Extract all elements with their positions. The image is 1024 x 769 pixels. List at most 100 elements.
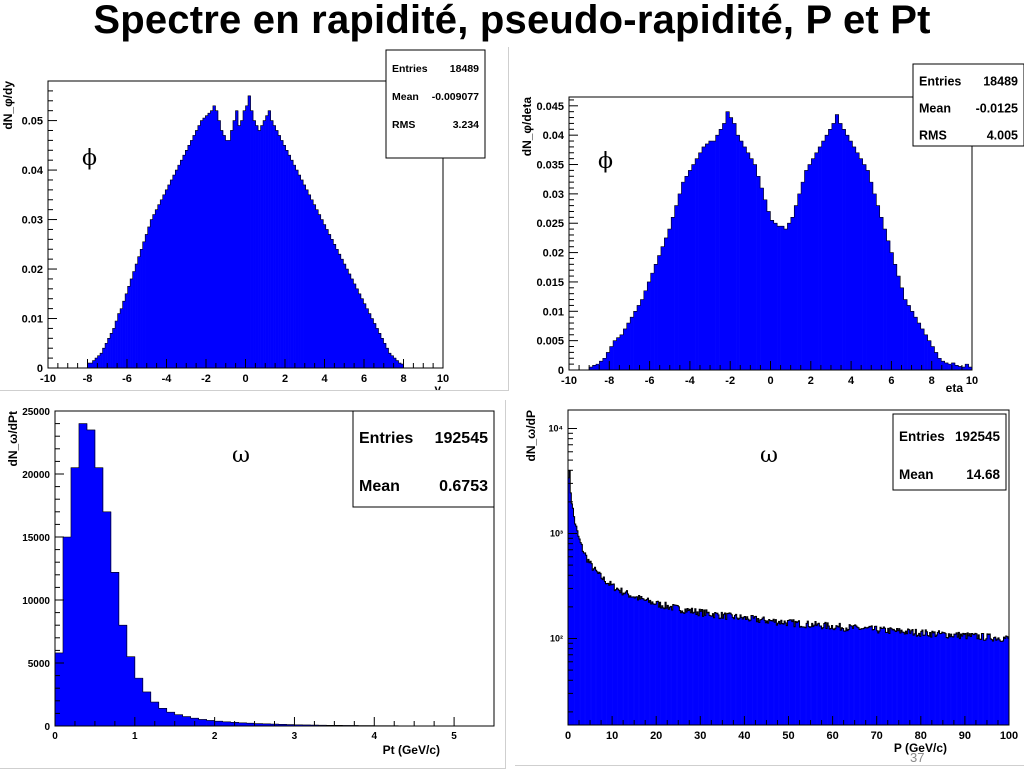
stats-label: Mean: [392, 91, 419, 103]
histogram-bar: [794, 206, 798, 370]
histogram-bar: [719, 129, 723, 370]
histogram-bar: [113, 328, 116, 368]
histogram-bar: [897, 276, 901, 370]
x-tick-label: 6: [361, 373, 367, 385]
histogram-bar: [630, 317, 634, 370]
histogram-bar: [168, 185, 171, 368]
histogram-bar: [627, 323, 631, 370]
histogram-bar: [361, 299, 364, 368]
histogram-bar: [603, 358, 607, 370]
histogram-bar: [215, 111, 218, 368]
y-tick-label: 15000: [22, 533, 50, 544]
histogram-bar: [311, 200, 314, 368]
histogram-bar: [118, 314, 121, 368]
histogram-bar: [321, 220, 324, 368]
x-tick-label: 5: [451, 731, 457, 742]
x-tick-label: -2: [725, 375, 735, 387]
histogram-bar: [599, 361, 603, 370]
x-tick-label: 90: [959, 730, 971, 742]
histogram-bar: [233, 121, 236, 368]
histogram-bar: [286, 150, 289, 368]
histogram-bar: [846, 135, 850, 370]
histogram-bar: [351, 279, 354, 368]
x-axis-label: y: [434, 382, 441, 390]
histogram-bar: [917, 323, 921, 370]
y-tick-label: 0.01: [543, 306, 564, 318]
histogram-bar: [702, 147, 706, 370]
stats-value: 4.005: [987, 129, 1018, 143]
histogram-bar: [273, 126, 276, 368]
histogram-bar: [366, 309, 369, 368]
y-axis: 00.0050.010.0150.020.0250.030.0350.040.0…: [536, 100, 578, 377]
histogram-bar: [842, 129, 846, 370]
histogram-bar: [876, 206, 880, 370]
x-tick-label: -6: [122, 373, 132, 385]
y-tick-label: 0.02: [543, 248, 564, 260]
x-tick-label: 10: [966, 375, 978, 387]
y-tick-label: 0.015: [536, 277, 564, 289]
histogram-bar: [207, 720, 215, 726]
histogram-bar: [208, 113, 211, 368]
histogram-bar: [223, 722, 231, 726]
histogram-bar: [220, 130, 223, 368]
x-tick-label: -8: [83, 373, 93, 385]
histogram-bar: [866, 170, 870, 370]
histogram-bar: [353, 284, 356, 368]
histogram-bar: [757, 176, 761, 370]
x-tick-label: 50: [782, 730, 794, 742]
histogram-bar: [358, 294, 361, 368]
histogram-bar: [825, 135, 829, 370]
histogram-bar: [163, 195, 166, 368]
histogram-bar: [326, 229, 329, 368]
histogram-bar: [859, 159, 863, 370]
histogram-bar: [907, 305, 911, 370]
stats-value: 192545: [435, 430, 488, 447]
histogram-bar: [199, 719, 207, 726]
stats-value: 192545: [955, 429, 1001, 444]
histogram-bar: [90, 363, 93, 368]
histogram-bar: [228, 140, 231, 368]
y-tick-label: 0.045: [536, 101, 564, 113]
x-tick-label: 3: [292, 731, 298, 742]
histogram-bar: [685, 176, 689, 370]
histogram-bar: [787, 223, 791, 370]
histogram-bar: [791, 217, 795, 370]
x-tick-label: 0: [52, 731, 58, 742]
histogram-bar: [869, 182, 873, 370]
histogram-bar: [115, 321, 118, 368]
histogram-bar: [750, 159, 754, 370]
histogram-bar: [726, 112, 730, 370]
y-tick-label: 10³: [550, 528, 563, 538]
histogram-bar: [111, 572, 119, 726]
histogram-bar: [203, 118, 206, 368]
stats-label: Entries: [919, 75, 961, 89]
histogram-bar: [218, 121, 221, 368]
histogram-bar: [243, 111, 246, 368]
histogram-bar: [143, 692, 151, 726]
histogram-bar: [654, 264, 658, 370]
x-tick-label: -4: [685, 375, 696, 387]
histogram-bar: [343, 264, 346, 368]
stats-label: Entries: [359, 430, 413, 447]
histogram-bar: [235, 111, 238, 368]
histogram-bar: [283, 145, 286, 368]
histogram-bar: [195, 130, 198, 368]
histogram-bar: [651, 273, 655, 370]
histogram-bar: [348, 274, 351, 368]
histogram-bar: [736, 135, 740, 370]
histogram-bar: [173, 175, 176, 368]
histogram-bar: [198, 126, 201, 368]
x-tick-label: 0: [767, 375, 773, 387]
histogram-bar: [100, 353, 103, 368]
stats-label: Mean: [899, 467, 934, 482]
histogram-bar: [668, 229, 672, 370]
histogram-bar: [188, 145, 191, 368]
histogram-bar: [258, 130, 261, 368]
x-tick-label: 4: [371, 731, 377, 742]
histogram-bar: [722, 123, 726, 370]
histogram-bar: [248, 96, 251, 368]
